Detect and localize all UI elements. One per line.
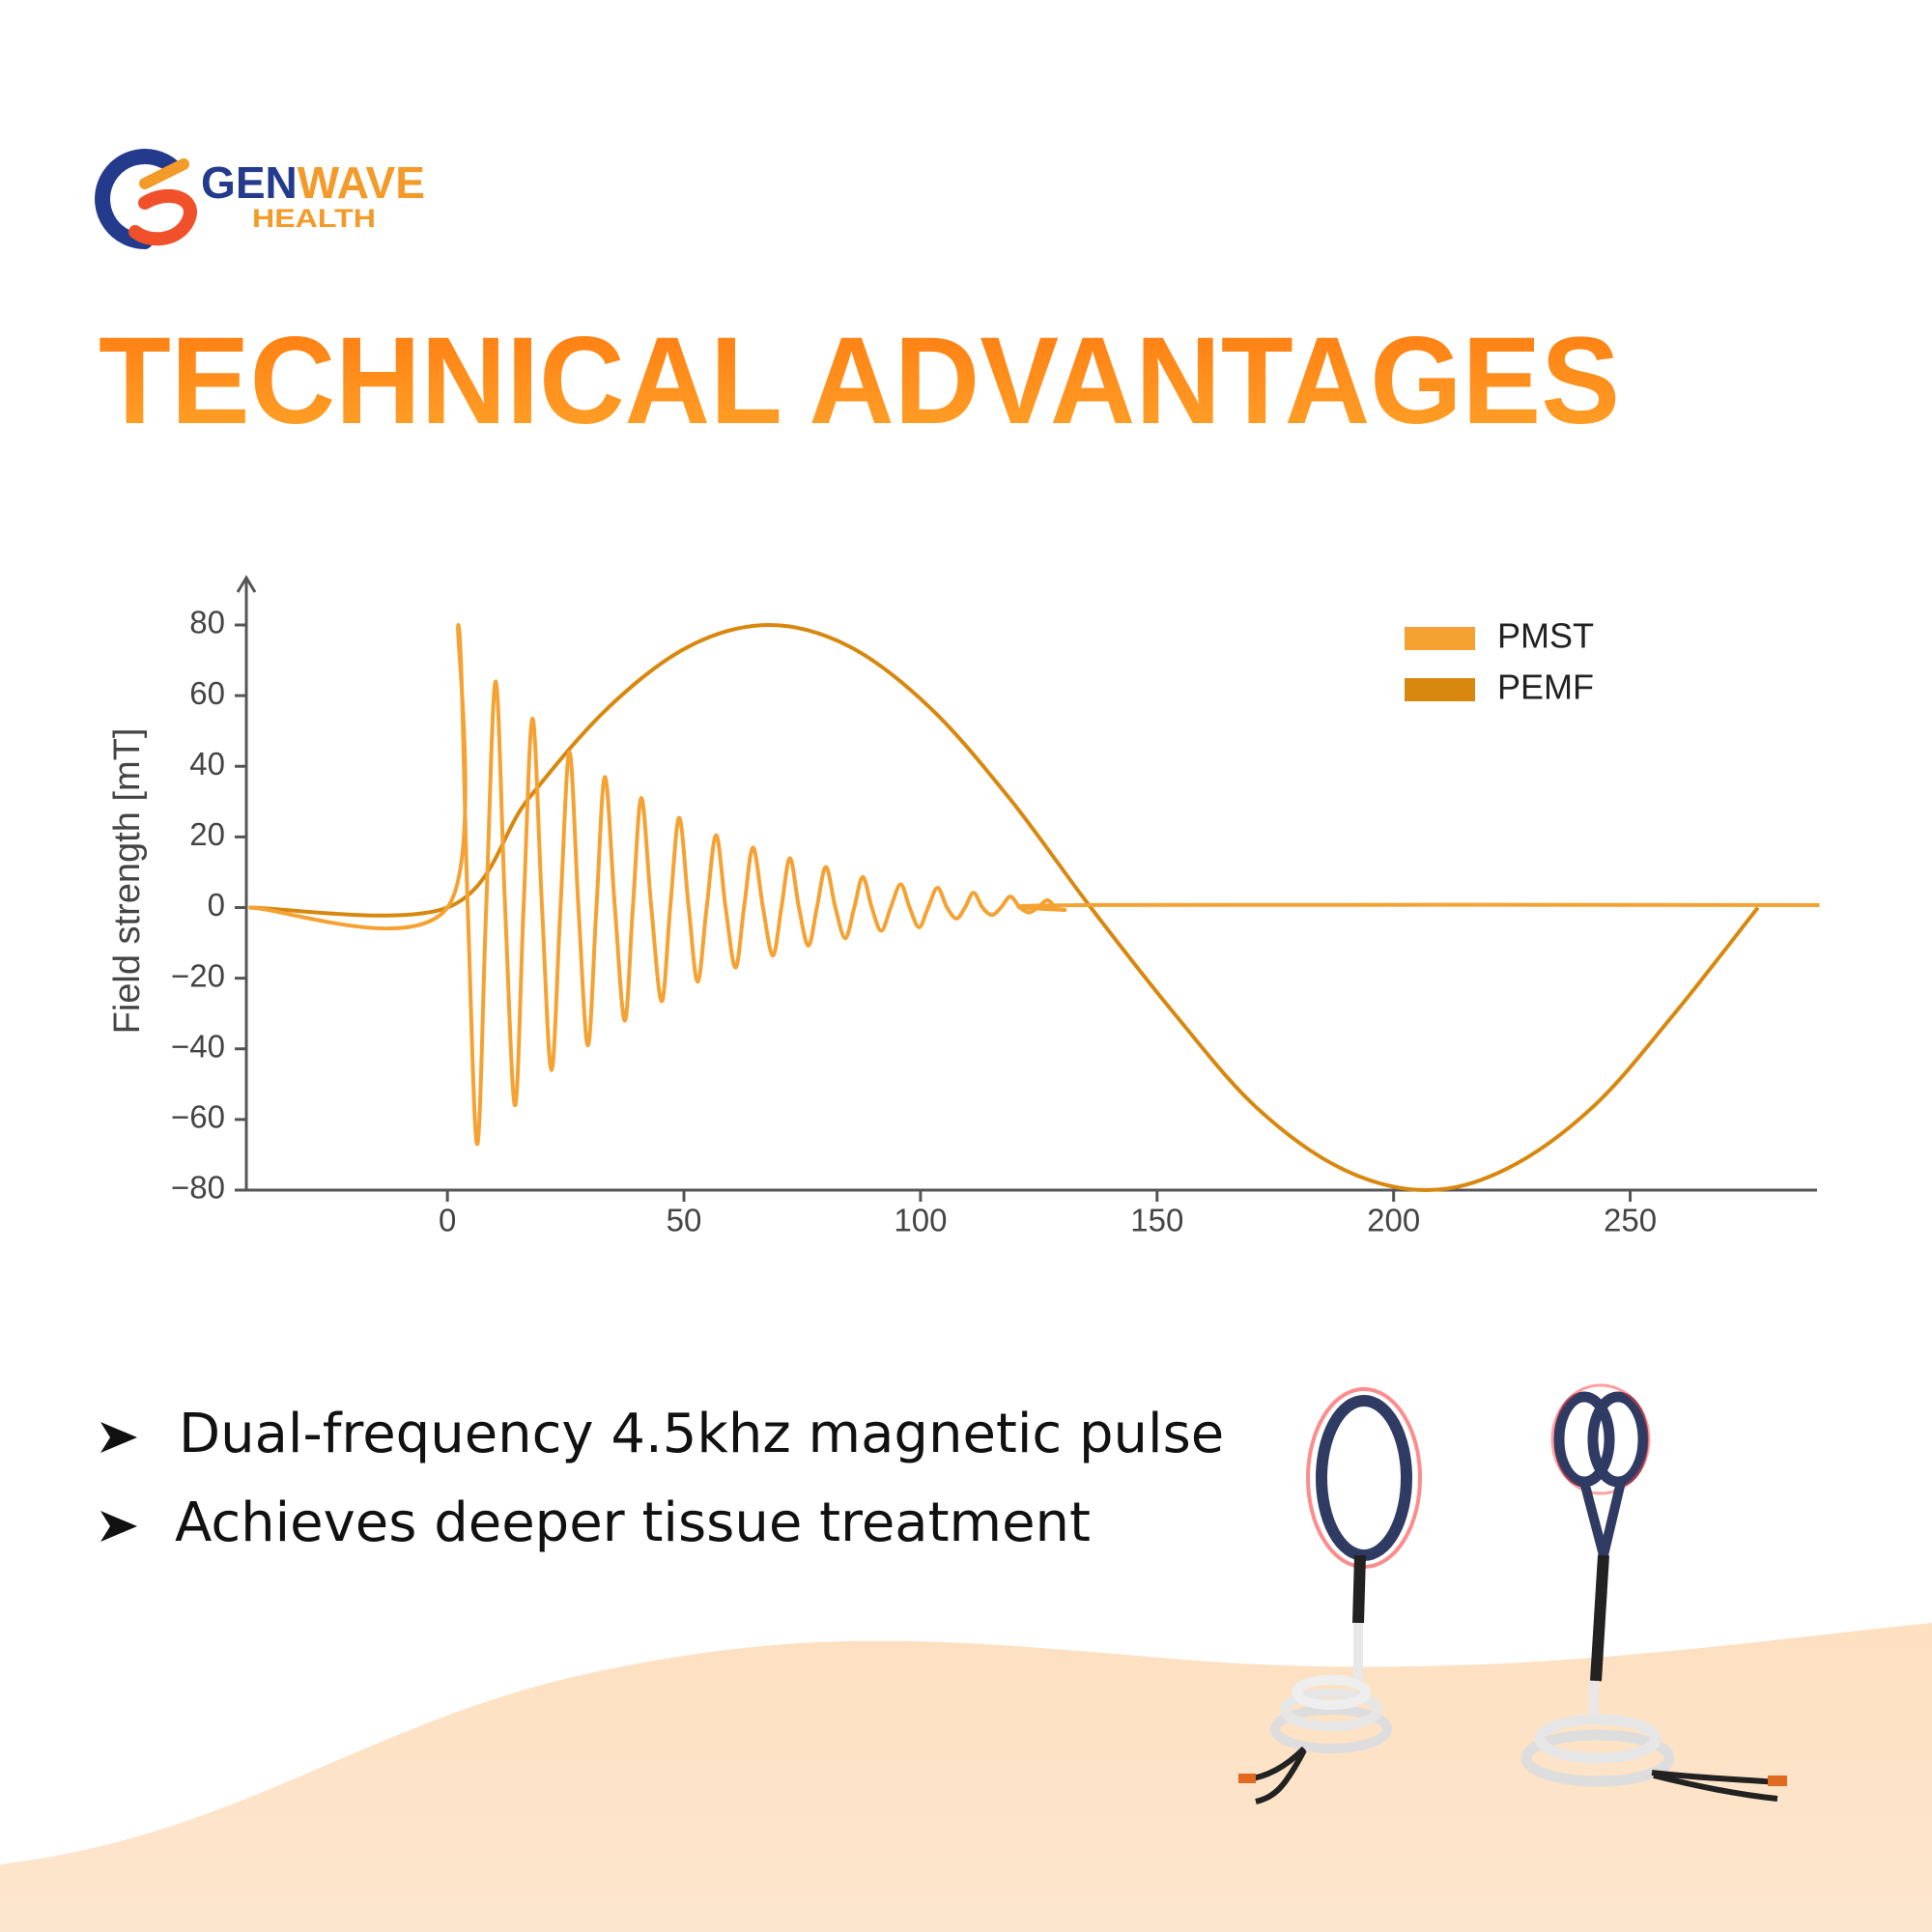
bullet-arrow: [100, 1422, 137, 1453]
series-line: [248, 623, 1760, 1192]
coil-device-single: [1238, 1387, 1422, 1804]
x-tick-label: 100: [894, 1203, 947, 1238]
logo-icon: [95, 149, 197, 249]
y-tick-label: −80: [171, 1170, 225, 1206]
coil-device-double: [1520, 1383, 1787, 1802]
x-tick-label: 250: [1604, 1203, 1657, 1238]
y-tick-label: 80: [189, 605, 225, 640]
y-axis-arrow: [236, 575, 257, 593]
legend-swatch: [1405, 678, 1475, 701]
logo-tagline: HEALTH: [252, 204, 376, 233]
y-tick-label: 40: [189, 746, 225, 781]
x-tick-label: 200: [1367, 1203, 1420, 1238]
x-tick-label: 0: [439, 1203, 456, 1238]
y-tick-label: −20: [171, 957, 225, 993]
legend-swatch: [1405, 627, 1475, 650]
y-tick-label: 0: [208, 887, 225, 923]
x-tick-label: 150: [1130, 1203, 1183, 1238]
series-line: [248, 623, 1820, 1147]
x-tick-label: 50: [667, 1203, 702, 1238]
bullet-arrow: [100, 1511, 137, 1542]
bullet-list: Dual-frequency 4.5khz magnetic pulse Ach…: [100, 1403, 1224, 1554]
y-tick-label: −60: [171, 1099, 225, 1135]
y-tick-label: 60: [189, 675, 225, 711]
bullet-text: Dual-frequency 4.5khz magnetic pulse: [179, 1403, 1224, 1465]
chart: Field strength [mT] −80 −60 −40 −20 0 20 40 60 8…: [107, 575, 1820, 1238]
background-wave: [0, 1623, 1932, 1932]
bullet-text: Achieves deeper tissue treatment: [175, 1492, 1091, 1554]
legend-label: PMST: [1497, 616, 1594, 656]
y-axis-label: Field strength [mT]: [107, 728, 148, 1035]
headline: TECHNICAL ADVANTAGES: [99, 312, 1620, 450]
logo-name: GENWAVE: [201, 157, 425, 208]
y-tick-label: −40: [171, 1028, 225, 1064]
legend-label: PEMF: [1497, 668, 1594, 707]
y-tick-label: 20: [189, 816, 225, 852]
